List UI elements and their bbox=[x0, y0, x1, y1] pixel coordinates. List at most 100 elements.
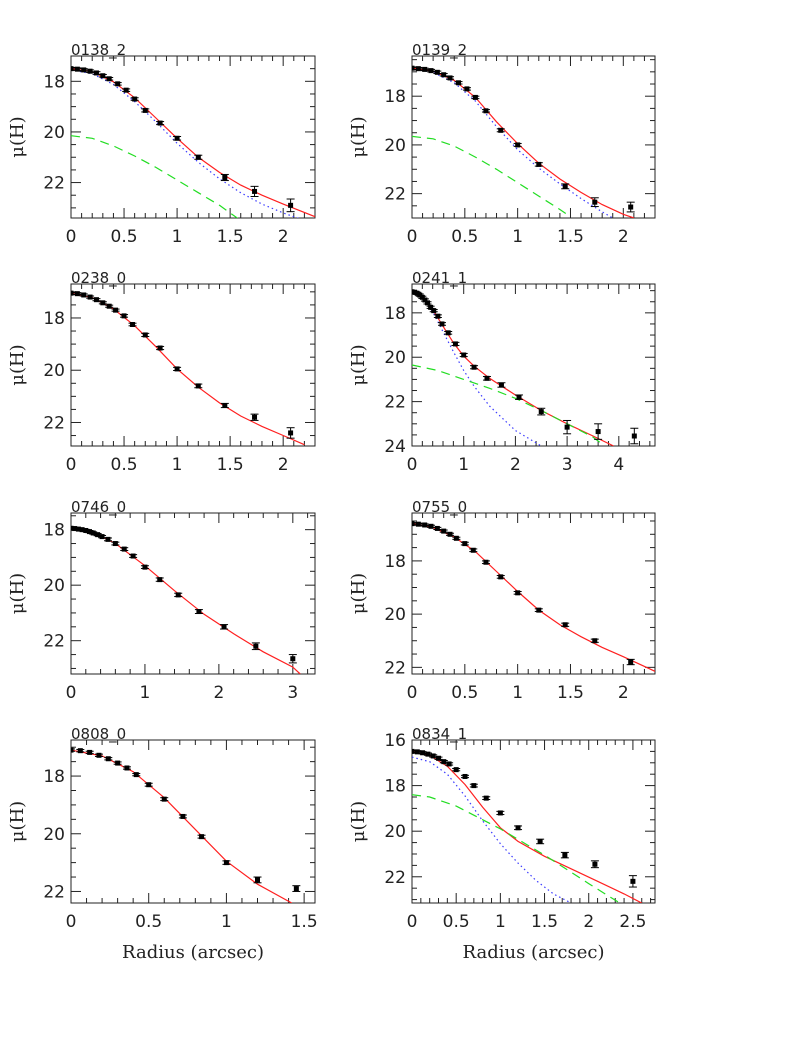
x-tick-label: 0 bbox=[407, 912, 418, 932]
x-tick-label: 2 bbox=[278, 227, 289, 247]
plot-frame bbox=[411, 283, 656, 447]
y-axis-label: μ(H) bbox=[7, 573, 28, 614]
panel-0755_0: 0 0.5 1 1.5 2 18 20 22 0755_0 μ(H) bbox=[348, 498, 656, 703]
y-tick-label: 22 bbox=[43, 632, 65, 652]
panel-title: 0808_0 bbox=[71, 725, 126, 744]
y-axis-label: μ(H) bbox=[7, 116, 28, 157]
y-tick-label: 18 bbox=[43, 72, 65, 92]
x-tick-label: 2.5 bbox=[619, 912, 646, 932]
x-tick-label: 1 bbox=[172, 455, 183, 475]
x-tick-label: 3 bbox=[562, 455, 573, 475]
x-tick-label: 0 bbox=[407, 455, 418, 475]
y-axis-label: μ(H) bbox=[7, 801, 28, 842]
x-tick-label: 0.5 bbox=[443, 912, 470, 932]
data-points bbox=[71, 290, 295, 439]
panel-0834_1: 0 0.5 1 1.5 2 2.5 16 18 20 22 0834_1 μ(H) Radius (ar… bbox=[348, 725, 656, 963]
panel-title: 0746_0 bbox=[71, 498, 126, 517]
disk-fit-curve bbox=[412, 364, 604, 446]
plot-frame bbox=[70, 512, 316, 675]
x-tick-label: 0 bbox=[66, 912, 77, 932]
y-tick-label: 18 bbox=[43, 767, 65, 787]
x-tick-label: 1 bbox=[140, 683, 151, 703]
panel-0138_2: 0 0.5 1 1.5 2 18 20 22 0138_2 μ(H) bbox=[7, 41, 316, 247]
x-tick-label: 1.5 bbox=[557, 683, 584, 703]
disk-fit-curve bbox=[412, 135, 571, 218]
x-tick-label: 1.5 bbox=[531, 912, 558, 932]
bulge-fit-curve bbox=[412, 291, 542, 446]
x-tick-label: 2 bbox=[618, 683, 629, 703]
x-tick-label: 3 bbox=[287, 683, 298, 703]
y-tick-label: 20 bbox=[43, 123, 65, 143]
y-axis-label: μ(H) bbox=[348, 116, 369, 157]
total-fit-curve bbox=[71, 292, 305, 446]
y-axis-label: μ(H) bbox=[7, 344, 28, 385]
x-tick-label: 1.5 bbox=[557, 227, 584, 247]
x-tick-label: 1 bbox=[512, 227, 523, 247]
panel-0808_0: 0 0.5 1 1.5 18 20 22 0808_0 μ(H) Radius (arcsec) bbox=[7, 725, 318, 963]
x-tick-label: 2 bbox=[583, 912, 594, 932]
x-tick-label: 0.5 bbox=[451, 683, 478, 703]
total-fit-curve bbox=[412, 291, 614, 446]
x-tick-label: 2 bbox=[510, 455, 521, 475]
x-tick-label: 0.5 bbox=[135, 912, 162, 932]
total-fit-curve bbox=[71, 68, 315, 218]
x-tick-label: 1 bbox=[221, 912, 232, 932]
plot-frame bbox=[70, 739, 316, 904]
disk-fit-curve bbox=[71, 135, 239, 218]
x-tick-label: 4 bbox=[613, 455, 624, 475]
plot-frame bbox=[70, 55, 316, 219]
x-tick-label: 0 bbox=[407, 227, 418, 247]
panel-title: 0238_0 bbox=[71, 269, 126, 288]
total-fit-curve bbox=[71, 527, 301, 674]
y-tick-label: 16 bbox=[384, 731, 406, 751]
panel-title: 0755_0 bbox=[412, 498, 467, 517]
data-points bbox=[412, 289, 639, 445]
y-tick-label: 20 bbox=[43, 361, 65, 381]
panel-0139_2: 0 0.5 1 1.5 2 18 20 22 0139_2 μ(H) bbox=[348, 41, 656, 247]
panel-title: 0139_2 bbox=[412, 41, 467, 60]
y-tick-label: 18 bbox=[384, 552, 406, 572]
y-tick-label: 18 bbox=[384, 777, 406, 797]
bulge-fit-curve bbox=[412, 756, 572, 903]
data-points bbox=[412, 748, 637, 888]
panel-0238_0: 0 0.5 1 1.5 2 18 20 22 0238_0 μ(H) bbox=[7, 269, 316, 475]
x-tick-label: 1.5 bbox=[217, 227, 244, 247]
y-axis-label: μ(H) bbox=[348, 801, 369, 842]
x-tick-label: 0 bbox=[407, 683, 418, 703]
y-tick-label: 20 bbox=[43, 825, 65, 845]
x-tick-label: 0 bbox=[66, 683, 77, 703]
y-tick-label: 20 bbox=[384, 348, 406, 368]
x-tick-label: 1 bbox=[512, 683, 523, 703]
x-tick-label: 1.5 bbox=[217, 455, 244, 475]
y-tick-label: 22 bbox=[384, 658, 406, 678]
data-points bbox=[71, 747, 301, 892]
disk-fit-curve bbox=[412, 794, 621, 903]
y-tick-label: 20 bbox=[384, 136, 406, 156]
y-axis-label: μ(H) bbox=[348, 573, 369, 614]
panel-0746_0: 0 1 2 3 18 20 22 0746_0 μ(H) bbox=[7, 498, 316, 703]
y-tick-label: 22 bbox=[43, 882, 65, 902]
y-tick-label: 22 bbox=[384, 393, 406, 413]
x-tick-label: 2 bbox=[213, 683, 224, 703]
data-points bbox=[71, 525, 297, 664]
data-points bbox=[412, 65, 635, 213]
plot-frame bbox=[411, 739, 656, 904]
y-tick-label: 18 bbox=[384, 87, 406, 107]
total-fit-curve bbox=[412, 523, 655, 672]
bulge-fit-curve bbox=[71, 69, 300, 218]
y-tick-label: 22 bbox=[43, 174, 65, 194]
x-tick-label: 2 bbox=[618, 227, 629, 247]
bulge-fit-curve bbox=[412, 68, 614, 218]
total-fit-curve bbox=[412, 750, 642, 903]
x-tick-label: 1 bbox=[172, 227, 183, 247]
x-tick-label: 0 bbox=[66, 227, 77, 247]
y-tick-label: 24 bbox=[384, 437, 406, 457]
x-tick-label: 0.5 bbox=[451, 227, 478, 247]
x-tick-label: 1 bbox=[495, 912, 506, 932]
panel-0241_1: 0 1 2 3 4 18 20 22 24 0241_1 μ(H) bbox=[348, 269, 656, 475]
y-tick-label: 22 bbox=[384, 868, 406, 888]
y-tick-label: 18 bbox=[43, 309, 65, 329]
y-tick-label: 18 bbox=[384, 304, 406, 324]
y-tick-label: 22 bbox=[384, 185, 406, 205]
